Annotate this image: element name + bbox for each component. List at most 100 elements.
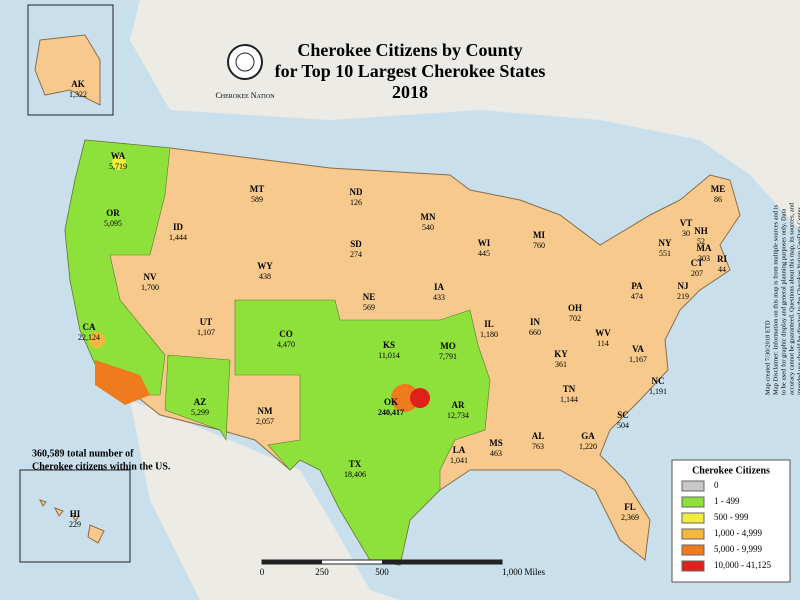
state-abbr: IA: [434, 282, 445, 292]
state-abbr: CA: [83, 322, 96, 332]
state-value: 474: [631, 292, 643, 301]
hotspots: [89, 156, 430, 412]
state-value: 551: [659, 249, 671, 258]
state-value: 18,406: [344, 470, 366, 479]
state-value: 4,470: [277, 340, 295, 349]
state-abbr: UT: [200, 317, 213, 327]
state-abbr: NV: [144, 272, 157, 282]
state-abbr: TX: [349, 459, 362, 469]
state-abbr: WY: [257, 261, 273, 271]
scale-label: 1,000 Miles: [502, 567, 545, 577]
total-note: Cherokee citizens within the US.: [32, 461, 171, 472]
state-value: 763: [532, 442, 544, 451]
state-value: 11,014: [378, 351, 400, 360]
state-abbr: TN: [563, 384, 576, 394]
state-abbr: AK: [71, 79, 85, 89]
title-line: 2018: [392, 82, 428, 102]
state-abbr: WI: [478, 238, 491, 248]
legend-label: 1 - 499: [714, 496, 740, 506]
legend-swatch: [681, 560, 705, 572]
legend-label: 0: [714, 480, 719, 490]
state-abbr: MI: [533, 230, 545, 240]
state-abbr: MN: [421, 212, 436, 222]
legend-swatch: [681, 496, 705, 508]
scale-bar-segment: [382, 560, 502, 564]
state-abbr: NH: [694, 226, 708, 236]
scale-label: 0: [260, 567, 265, 577]
state-abbr: WV: [595, 328, 611, 338]
state-value: 240,417: [378, 408, 404, 417]
state-abbr: FL: [624, 502, 636, 512]
state-value: 5,299: [191, 408, 209, 417]
state-value: 303: [698, 254, 710, 263]
hawaii: [39, 499, 105, 544]
legend-swatch: [681, 544, 705, 556]
state-abbr: VT: [680, 218, 693, 228]
state-abbr: IL: [484, 319, 494, 329]
legend-label: 500 - 999: [714, 512, 749, 522]
disclaimer-line: intended use should be directed to the C…: [796, 206, 800, 395]
disclaimer-line: Map created 7/30/2018 ETD: [764, 320, 771, 395]
state-abbr: CT: [691, 258, 704, 268]
scale-label: 500: [375, 567, 389, 577]
state-abbr: ID: [173, 222, 184, 232]
state-abbr: RI: [717, 254, 727, 264]
scale-bar-segment: [262, 560, 322, 564]
legend-swatch: [681, 512, 705, 524]
logo-text: Cherokee Nation: [215, 91, 275, 100]
state-value: 274: [350, 250, 362, 259]
state-abbr: NY: [659, 238, 672, 248]
state-value: 1,041: [450, 456, 468, 465]
state-value: 1,220: [579, 442, 597, 451]
state-value: 7,791: [439, 352, 457, 361]
state-abbr: MS: [489, 438, 503, 448]
state-abbr: MA: [697, 243, 712, 253]
state-value: 2,057: [256, 417, 274, 426]
state-value: 5,719: [109, 162, 127, 171]
scale-label: 250: [315, 567, 329, 577]
state-abbr: IN: [530, 317, 541, 327]
hotspot: [89, 332, 105, 348]
legend-swatch: [681, 480, 705, 492]
state-abbr: KS: [383, 340, 395, 350]
state-abbr: SC: [617, 410, 629, 420]
legend-label: 5,000 - 9,999: [714, 544, 762, 554]
mexico: [130, 400, 400, 600]
state-value: 2,369: [621, 513, 639, 522]
state-value: 504: [617, 421, 629, 430]
state-abbr: MT: [250, 184, 265, 194]
state-value: 1,107: [197, 328, 215, 337]
scale-bar: [261, 559, 503, 565]
legend-label: 1,000 - 4,999: [714, 528, 762, 538]
state-value: 229: [69, 520, 81, 529]
state-abbr: PA: [631, 281, 643, 291]
legend-label: 10,000 - 41,125: [714, 560, 771, 570]
state-abbr: NC: [652, 376, 665, 386]
state-value: 589: [251, 195, 263, 204]
state-abbr: ME: [711, 184, 726, 194]
state-value: 361: [555, 360, 567, 369]
state-value: 22,124: [78, 333, 100, 342]
central-counties: [234, 299, 491, 566]
state-value: 702: [569, 314, 581, 323]
state-value: 219: [677, 292, 689, 301]
state-value: 438: [259, 272, 271, 281]
state-abbr: AR: [452, 400, 465, 410]
state-value: 463: [490, 449, 502, 458]
hotspot: [95, 360, 150, 405]
disclaimer-line: to be used for graphic display and gener…: [780, 209, 787, 395]
state-value: 114: [597, 339, 609, 348]
state-abbr: AZ: [194, 397, 207, 407]
state-value: 1,444: [169, 233, 187, 242]
alaska: [34, 34, 101, 106]
legend-title: Cherokee Citizens: [692, 465, 770, 476]
state-value: 5,095: [104, 219, 122, 228]
state-value: 540: [422, 223, 434, 232]
state-abbr: ND: [350, 187, 363, 197]
disclaimer-line: accuracy cannot be guaranteed. Questions…: [788, 202, 795, 395]
hotspot: [112, 156, 126, 170]
state-abbr: AL: [532, 431, 545, 441]
state-value: 1,180: [480, 330, 498, 339]
state-value: 1,167: [629, 355, 647, 364]
